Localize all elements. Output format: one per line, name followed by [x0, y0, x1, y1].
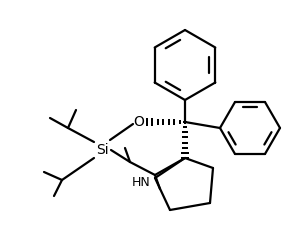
Text: Si: Si	[96, 143, 108, 157]
Text: O: O	[134, 115, 145, 129]
Text: HN: HN	[132, 176, 150, 189]
